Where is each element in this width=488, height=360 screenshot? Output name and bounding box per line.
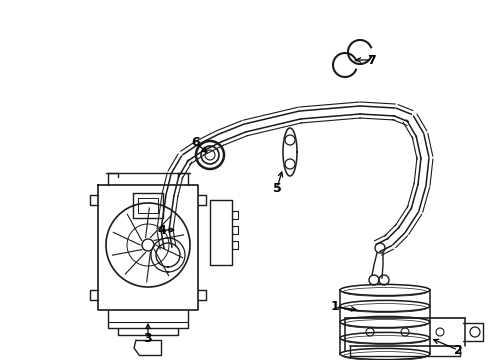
Text: 3: 3 bbox=[143, 332, 152, 345]
Text: 4: 4 bbox=[157, 224, 166, 237]
Text: 7: 7 bbox=[367, 54, 376, 67]
Text: 1: 1 bbox=[330, 301, 339, 314]
Text: 2: 2 bbox=[453, 343, 462, 356]
Text: 6: 6 bbox=[191, 136, 200, 149]
Text: 5: 5 bbox=[272, 181, 281, 194]
